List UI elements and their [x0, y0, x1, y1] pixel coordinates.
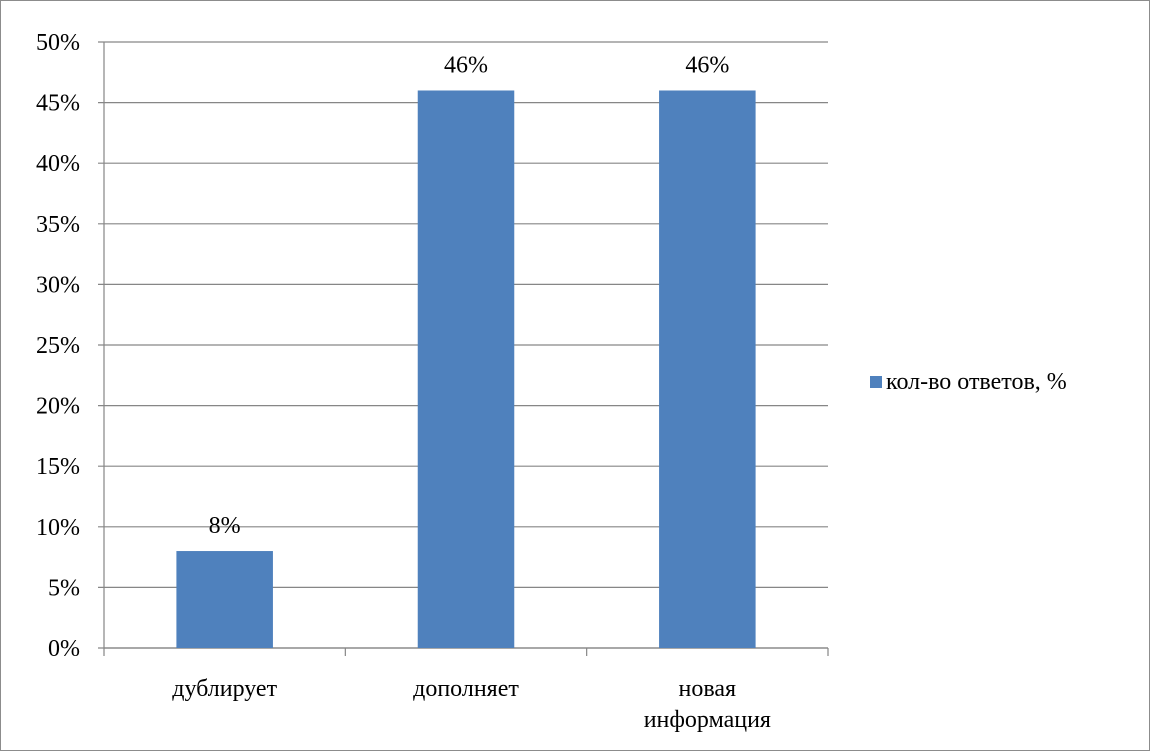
bar [417, 90, 515, 649]
legend-swatch [870, 376, 882, 388]
x-tick-label: информация [644, 707, 771, 733]
y-tick-label: 40% [36, 151, 80, 177]
legend-label: кол-во ответов, % [886, 369, 1067, 395]
data-label: 46% [444, 52, 488, 78]
bar [176, 551, 273, 648]
data-label: 8% [209, 513, 241, 539]
y-tick-label: 50% [36, 30, 80, 56]
y-tick-label: 35% [36, 212, 80, 238]
y-tick-label: 30% [36, 272, 80, 298]
y-tick-label: 5% [48, 575, 80, 601]
data-label: 46% [685, 52, 729, 78]
y-tick-label: 0% [48, 636, 80, 662]
y-tick-label: 20% [36, 394, 80, 420]
y-tick-label: 45% [36, 91, 80, 117]
bar [659, 90, 756, 649]
x-tick-label: дополняет [413, 676, 519, 702]
y-tick-label: 10% [36, 515, 80, 541]
y-tick-label: 15% [36, 454, 80, 480]
x-tick-label: новая [679, 676, 737, 702]
x-tick-label: дублирует [172, 676, 277, 702]
y-tick-label: 25% [36, 333, 80, 359]
